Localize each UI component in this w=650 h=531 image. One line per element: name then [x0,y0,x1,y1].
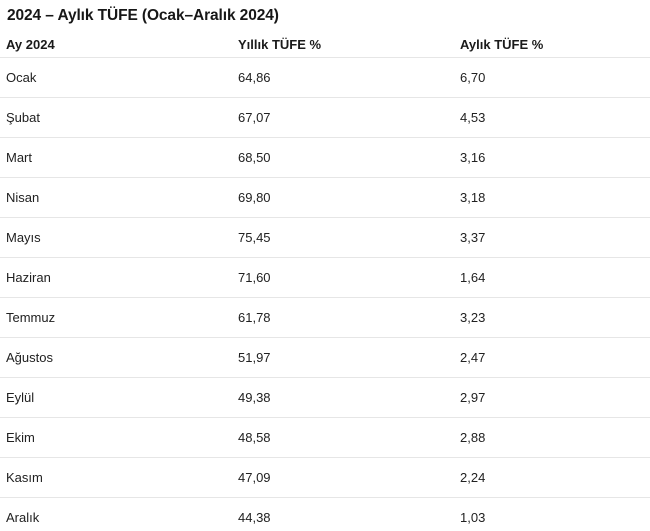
monthly-tufe-cell: 3,37 [460,217,650,258]
tufe-table: Ay 2024 Yıllık TÜFE % Aylık TÜFE % Ocak 6… [0,25,650,531]
yearly-tufe-cell: 67,07 [238,97,460,138]
month-cell: Mart [0,137,238,178]
yearly-tufe-cell: 64,86 [238,57,460,98]
table-body: Ocak 64,86 6,70 Şubat 67,07 4,53 Mart 68,50 3,16… [0,57,650,531]
table-row: Eylül 49,38 2,97 [0,377,650,418]
month-cell: Nisan [0,177,238,218]
monthly-tufe-cell: 1,64 [460,257,650,298]
yearly-tufe-cell: 48,58 [238,417,460,458]
yearly-tufe-cell: 51,97 [238,337,460,378]
table-row: Mayıs 75,45 3,37 [0,217,650,258]
header-row: Ay 2024 Yıllık TÜFE % Aylık TÜFE % [0,25,650,58]
column-header-yearly-tufe: Yıllık TÜFE % [238,25,460,58]
monthly-tufe-cell: 3,23 [460,297,650,338]
monthly-tufe-cell: 1,03 [460,497,650,531]
month-cell: Kasım [0,457,238,498]
table-row: Şubat 67,07 4,53 [0,97,650,138]
table-row: Ocak 64,86 6,70 [0,57,650,98]
page-title: 2024 – Aylık TÜFE (Ocak–Aralık 2024) [7,7,279,24]
column-header-monthly-tufe: Aylık TÜFE % [460,25,650,58]
month-cell: Ocak [0,57,238,98]
table-header: Ay 2024 Yıllık TÜFE % Aylık TÜFE % [0,25,650,58]
monthly-tufe-cell: 3,18 [460,177,650,218]
yearly-tufe-cell: 44,38 [238,497,460,531]
month-cell: Ağustos [0,337,238,378]
table-row: Mart 68,50 3,16 [0,137,650,178]
monthly-tufe-cell: 2,97 [460,377,650,418]
month-cell: Ekim [0,417,238,458]
yearly-tufe-cell: 47,09 [238,457,460,498]
table-row: Aralık 44,38 1,03 [0,497,650,531]
table-row: Ekim 48,58 2,88 [0,417,650,458]
table-row: Ağustos 51,97 2,47 [0,337,650,378]
monthly-tufe-cell: 4,53 [460,97,650,138]
yearly-tufe-cell: 68,50 [238,137,460,178]
monthly-tufe-cell: 2,47 [460,337,650,378]
month-cell: Temmuz [0,297,238,338]
month-cell: Haziran [0,257,238,298]
table-row: Haziran 71,60 1,64 [0,257,650,298]
yearly-tufe-cell: 69,80 [238,177,460,218]
yearly-tufe-cell: 49,38 [238,377,460,418]
month-cell: Eylül [0,377,238,418]
yearly-tufe-cell: 75,45 [238,217,460,258]
monthly-tufe-cell: 2,24 [460,457,650,498]
table-row: Temmuz 61,78 3,23 [0,297,650,338]
month-cell: Şubat [0,97,238,138]
month-cell: Mayıs [0,217,238,258]
month-cell: Aralık [0,497,238,531]
monthly-tufe-cell: 3,16 [460,137,650,178]
yearly-tufe-cell: 61,78 [238,297,460,338]
monthly-tufe-cell: 2,88 [460,417,650,458]
table-row: Nisan 69,80 3,18 [0,177,650,218]
table-row: Kasım 47,09 2,24 [0,457,650,498]
yearly-tufe-cell: 71,60 [238,257,460,298]
monthly-tufe-cell: 6,70 [460,57,650,98]
column-header-month: Ay 2024 [0,25,238,58]
